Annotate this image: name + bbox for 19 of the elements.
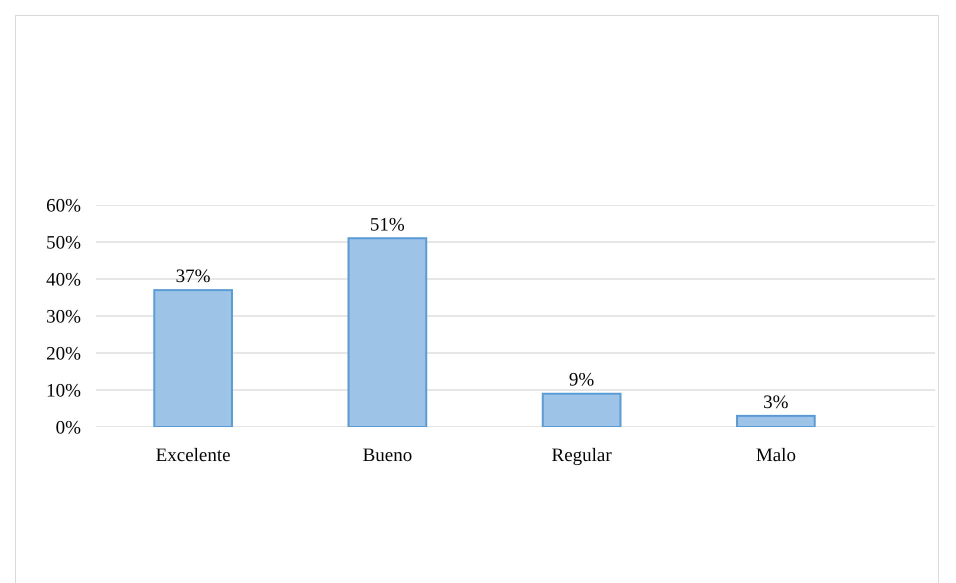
data-label: 51% <box>370 214 405 236</box>
x-tick-label: Bueno <box>362 445 412 466</box>
y-tick-label: 40% <box>46 270 82 291</box>
data-label: 3% <box>763 392 789 413</box>
data-label: 9% <box>568 370 594 391</box>
y-tick-label: 30% <box>46 306 82 328</box>
y-tick-label: 60% <box>46 196 82 217</box>
bar <box>542 392 622 427</box>
data-label: 37% <box>176 266 211 288</box>
y-tick-label: 50% <box>46 232 82 254</box>
bar <box>348 237 428 427</box>
x-tick-label: Excelente <box>156 445 231 466</box>
x-tick-label: Regular <box>552 445 612 466</box>
bar <box>736 414 816 427</box>
bar <box>153 289 233 427</box>
y-tick-label: 10% <box>46 380 82 402</box>
x-tick-label: Malo <box>756 445 796 466</box>
y-tick-label: 0% <box>56 418 82 439</box>
y-tick-label: 20% <box>46 344 82 365</box>
